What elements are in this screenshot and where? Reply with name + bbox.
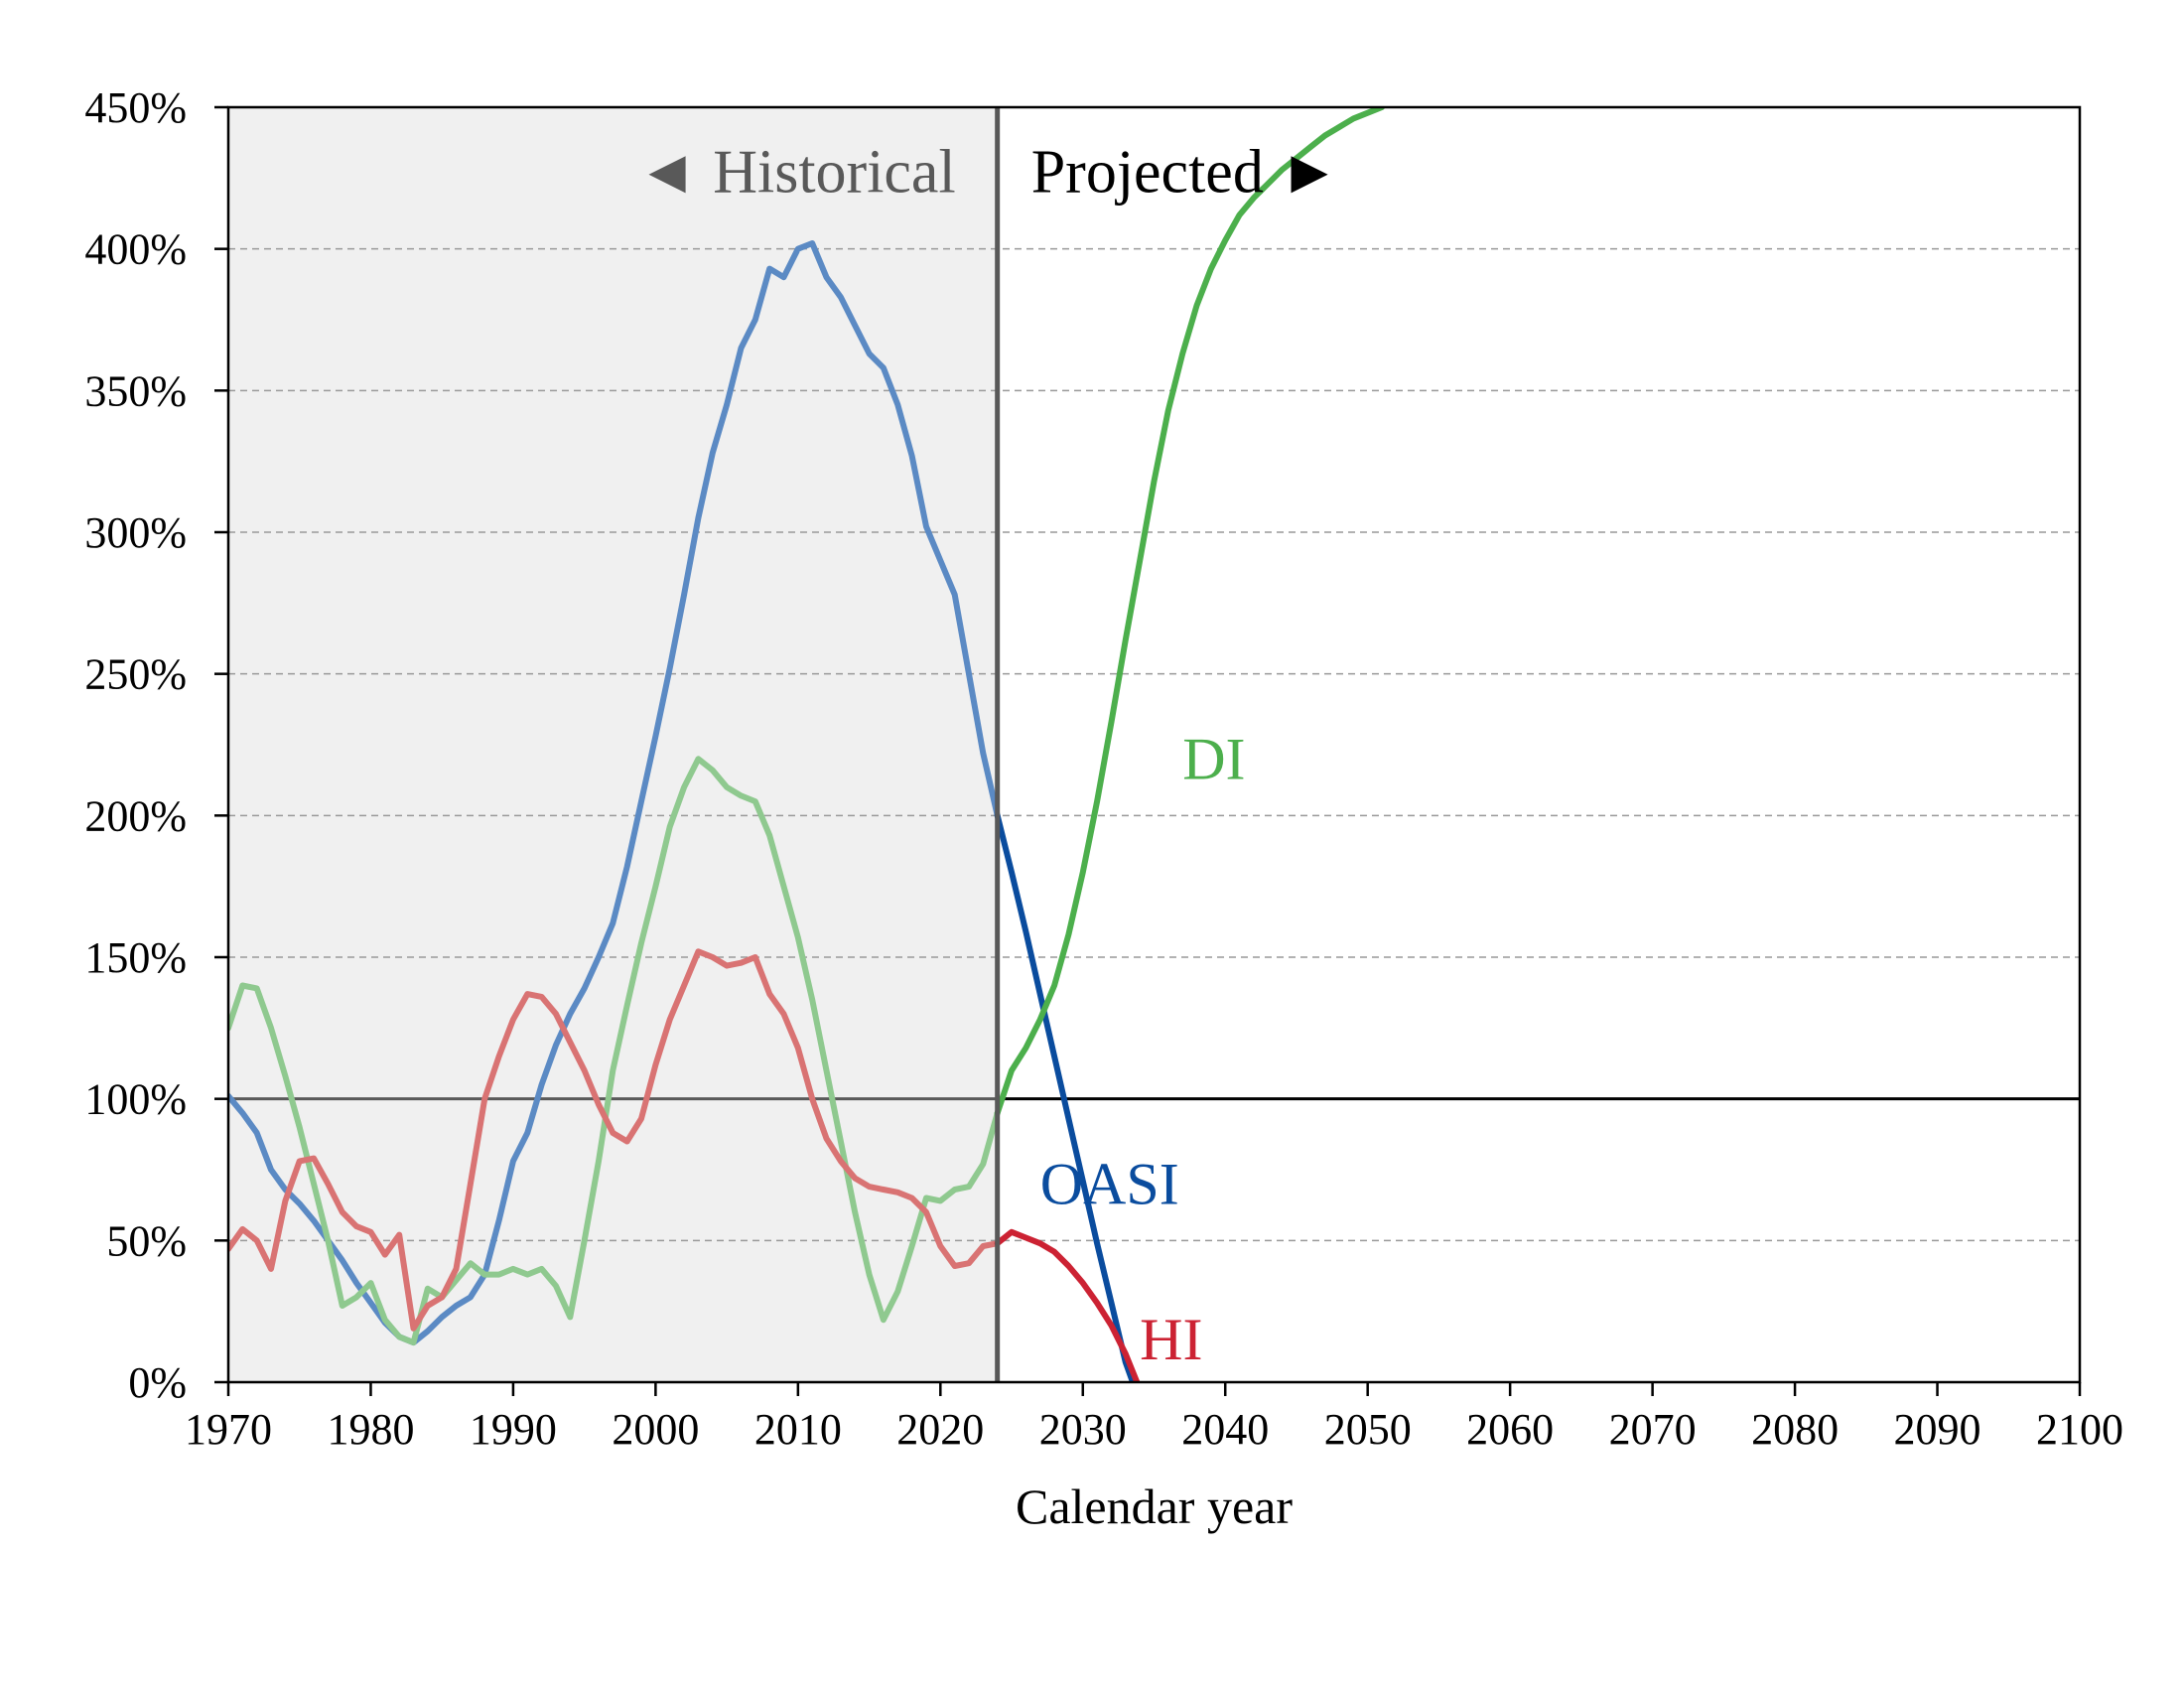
x-tick-label: 2060 <box>1466 1405 1554 1454</box>
x-tick-label: 2090 <box>1894 1405 1981 1454</box>
hi-historical-line <box>228 948 1001 1332</box>
y-tick-label: 250% <box>84 650 187 699</box>
grid-lines <box>228 247 2080 1242</box>
x-tick-label: 2040 <box>1181 1405 1269 1454</box>
x-tick-label: 2100 <box>2036 1405 2123 1454</box>
y-tick-label: 350% <box>84 366 187 415</box>
oasi-projected-line <box>994 812 1136 1382</box>
x-tick-label: 2080 <box>1751 1405 1839 1454</box>
x-tick-label: 1990 <box>470 1405 557 1454</box>
historical-background <box>228 107 998 1382</box>
hi-projected-line <box>994 1228 1141 1382</box>
y-tick-label: 300% <box>84 508 187 557</box>
x-tick-label: 1980 <box>327 1405 414 1454</box>
x-axis-ticks: 1970 1980 1990 2000 2010 2020 2030 2040 2050 2060… <box>185 1382 2123 1454</box>
di-series-label: DI <box>1182 726 1245 791</box>
plot-frame <box>226 105 2082 1384</box>
y-tick-label: 100% <box>84 1075 187 1124</box>
x-tick-label: 2050 <box>1324 1405 1412 1454</box>
x-tick-label: 2000 <box>612 1405 699 1454</box>
y-tick-label: 150% <box>84 933 187 982</box>
y-tick-label: 200% <box>84 791 187 840</box>
di-historical-line <box>228 756 1001 1346</box>
x-tick-label: 1970 <box>185 1405 272 1454</box>
x-tick-label: 2070 <box>1609 1405 1697 1454</box>
y-tick-label: 0% <box>128 1358 187 1407</box>
x-axis-title: Calendar year <box>1016 1478 1293 1534</box>
x-tick-label: 2010 <box>754 1405 842 1454</box>
y-tick-label: 50% <box>106 1216 187 1265</box>
historical-label: ◄ Historical <box>636 139 955 207</box>
series-labels: OASI DI HI <box>1040 726 1246 1372</box>
x-tick-label: 2030 <box>1039 1405 1127 1454</box>
oasi-historical-line <box>228 240 1001 1346</box>
series-lines <box>228 107 1385 1382</box>
projected-label: Projected ► <box>1031 139 1340 207</box>
x-tick-label: 2020 <box>896 1405 984 1454</box>
hi-series-label: HI <box>1140 1307 1202 1372</box>
y-tick-label: 450% <box>84 83 187 132</box>
di-projected-line <box>994 107 1385 1116</box>
y-tick-label: 400% <box>84 225 187 274</box>
oasi-series-label: OASI <box>1040 1151 1179 1216</box>
y-axis-ticks: 0% 50% 100% 150% 200% 250% 300% 350% 400% 450% <box>84 83 228 1407</box>
